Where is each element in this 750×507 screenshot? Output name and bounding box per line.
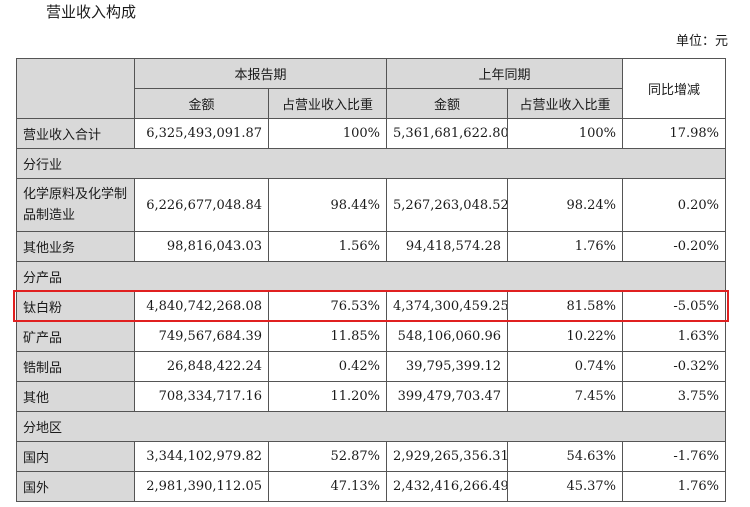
yoy-change: 0.20%: [622, 178, 727, 232]
table-row: 国内 3,344,102,979.82 52.87% 2,929,265,356…: [16, 441, 727, 472]
current-ratio: 52.87%: [267, 441, 388, 472]
prev-ratio: 1.76%: [507, 231, 624, 262]
current-amount: 26,848,422.24: [134, 351, 269, 382]
yoy-change: 1.76%: [622, 471, 727, 502]
yoy-change: 3.75%: [622, 381, 727, 412]
header-row-2: 金额 占营业收入比重 金额 占营业收入比重: [17, 88, 726, 119]
current-ratio: 0.42%: [267, 351, 388, 382]
table-row: 矿产品 749,567,684.39 11.85% 548,106,060.96…: [16, 321, 727, 352]
prev-amount: 39,795,399.12: [386, 351, 509, 382]
prev-ratio: 10.22%: [507, 321, 624, 352]
row-label: 营业收入合计: [16, 118, 135, 149]
prev-amount: 399,479,703.47: [386, 381, 509, 412]
table-row: 其他业务 98,816,043.03 1.56% 94,418,574.28 1…: [16, 231, 727, 262]
row-label: 化学原料及化学制品制造业: [16, 178, 135, 232]
prev-ratio: 54.63%: [507, 441, 624, 472]
row-label: 矿产品: [16, 321, 135, 352]
current-ratio: 76.53%: [267, 291, 388, 322]
unit-label: 单位：元: [675, 34, 728, 49]
prev-amount: 2,432,416,266.49: [386, 471, 509, 502]
current-amount: 708,334,717.16: [134, 381, 269, 412]
row-label: 其他: [16, 381, 135, 412]
yoy-change: -1.76%: [622, 441, 727, 472]
row-label: 国内: [16, 441, 135, 472]
header-row-1: 本报告期 上年同期 同比增减: [16, 58, 727, 119]
header-prev-amount: 金额: [386, 88, 509, 119]
current-ratio: 1.56%: [267, 231, 388, 262]
header-current-ratio: 占营业收入比重: [267, 88, 388, 119]
section-row: 分地区: [15, 411, 727, 442]
header-blank-cell: [16, 58, 135, 119]
prev-ratio: 81.58%: [507, 291, 624, 322]
yoy-change: -0.20%: [622, 231, 727, 262]
prev-ratio: 0.74%: [507, 351, 624, 382]
revenue-composition-table: 本报告期 上年同期 同比增减 金额 占营业收入比重 金额 占营业收入比重 营业收…: [15, 58, 727, 502]
header-current-amount: 金额: [134, 88, 269, 119]
yoy-change: 1.63%: [622, 321, 727, 352]
row-label: 国外: [16, 471, 135, 502]
row-label: 钛白粉: [16, 291, 135, 322]
header-current-period: 本报告期: [133, 58, 388, 89]
prev-amount: 5,267,263,048.52: [386, 178, 509, 232]
prev-ratio: 45.37%: [507, 471, 624, 502]
yoy-change: -0.32%: [622, 351, 727, 382]
prev-amount: 548,106,060.96: [386, 321, 509, 352]
current-amount: 749,567,684.39: [134, 321, 269, 352]
header-prev-ratio: 占营业收入比重: [507, 88, 624, 119]
section-row: 分行业: [15, 148, 727, 179]
current-amount: 6,226,677,048.84: [134, 178, 269, 232]
table-row-highlighted: 钛白粉 4,840,742,268.08 76.53% 4,374,300,45…: [16, 291, 727, 322]
current-ratio: 98.44%: [267, 178, 388, 232]
prev-ratio: 100%: [507, 118, 624, 149]
section-row: 分产品: [15, 261, 727, 292]
prev-amount: 4,374,300,459.25: [386, 291, 509, 322]
section-title: 营业收入构成: [46, 3, 137, 21]
table-row: 化学原料及化学制品制造业 6,226,677,048.84 98.44% 5,2…: [16, 178, 727, 232]
section-label: 分行业: [15, 148, 727, 179]
table-row: 锆制品 26,848,422.24 0.42% 39,795,399.12 0.…: [16, 351, 727, 382]
yoy-change: -5.05%: [622, 291, 727, 322]
current-amount: 6,325,493,091.87: [134, 118, 269, 149]
yoy-change: 17.98%: [622, 118, 727, 149]
current-ratio: 47.13%: [267, 471, 388, 502]
section-label: 分地区: [15, 411, 727, 442]
current-amount: 3,344,102,979.82: [134, 441, 269, 472]
row-label: 锆制品: [16, 351, 135, 382]
row-label: 其他业务: [16, 231, 135, 262]
current-amount: 4,840,742,268.08: [134, 291, 269, 322]
section-label: 分产品: [15, 261, 727, 292]
current-amount: 2,981,390,112.05: [134, 471, 269, 502]
header-yoy: 同比增减: [622, 58, 727, 119]
prev-amount: 94,418,574.28: [386, 231, 509, 262]
current-ratio: 11.85%: [267, 321, 388, 352]
table-row: 国外 2,981,390,112.05 47.13% 2,432,416,266…: [16, 471, 727, 502]
header-last-year: 上年同期: [386, 58, 624, 89]
prev-amount: 5,361,681,622.80: [386, 118, 509, 149]
current-ratio: 100%: [267, 118, 388, 149]
current-amount: 98,816,043.03: [134, 231, 269, 262]
prev-ratio: 7.45%: [507, 381, 624, 412]
table-row: 其他 708,334,717.16 11.20% 399,479,703.47 …: [16, 381, 727, 412]
current-ratio: 11.20%: [267, 381, 388, 412]
prev-ratio: 98.24%: [507, 178, 624, 232]
table-row: 营业收入合计 6,325,493,091.87 100% 5,361,681,6…: [16, 118, 727, 149]
prev-amount: 2,929,265,356.31: [386, 441, 509, 472]
